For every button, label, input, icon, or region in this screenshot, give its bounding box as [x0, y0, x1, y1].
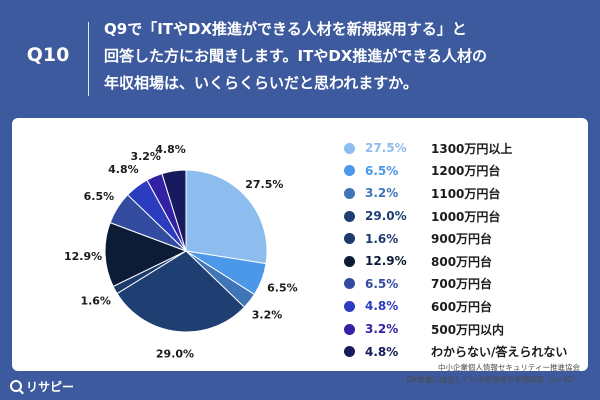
legend-label: 600万円台 [431, 299, 493, 314]
pie-chart: 27.5%6.5%3.2%29.0%1.6%12.9%6.5%4.8%3.2%4… [64, 143, 298, 360]
pie-data-label: 27.5% [245, 178, 283, 191]
legend-item: 1.6% 900万円台 [344, 227, 584, 250]
legend-percentage: 12.9% [365, 254, 407, 269]
legend-swatch [344, 165, 355, 177]
question-line: 回答した方にお聞きします。ITやDX推進ができる人材の [104, 47, 488, 65]
legend-label: 500万円以内 [431, 322, 505, 337]
pie-data-label: 3.2% [252, 309, 283, 322]
pie-slice-1 [185, 169, 268, 265]
source-line: DX推進に成功している経営者の実態調査（n=62） [406, 375, 580, 384]
legend-percentage: 4.8% [365, 299, 399, 314]
legend-swatch [344, 346, 355, 358]
legend-item: 4.8% 600万円台 [344, 295, 584, 318]
legend-percentage: 6.5% [365, 276, 399, 291]
legend-label: 800万円台 [431, 254, 493, 269]
question-line: 年収相場は、いくらくらいだと思われますか。 [104, 74, 418, 92]
legend-item: 27.5% 1300万円以上 [344, 137, 584, 160]
brand-name: リサピー [26, 379, 75, 394]
question-number: Q10 [26, 44, 70, 66]
pie-data-label: 3.2% [130, 150, 161, 163]
pie-slice-10 [161, 169, 187, 252]
chart-panel: 27.5% 6.5% 3.2% 29.0% 1.6% 12.9% 6.5% 4.8% 3.2% 4… [12, 118, 588, 371]
legend-swatch [344, 233, 355, 245]
legend-swatch [344, 300, 355, 312]
legend-label: 1000万円台 [431, 209, 501, 224]
legend-swatch [344, 323, 355, 335]
pie-data-label: 6.5% [267, 281, 298, 294]
legend-percentage: 3.2% [365, 186, 399, 201]
header-divider [88, 22, 89, 96]
question-line: Q9で「ITやDX推進ができる人材を新規採用する」と [104, 20, 467, 38]
question-text: Q9で「ITやDX推進ができる人材を新規採用する」と 回答した方にお聞きします。… [104, 16, 580, 97]
legend-label: 1200万円台 [431, 164, 501, 179]
question-header: Q10 Q9で「ITやDX推進ができる人材を新規採用する」と 回答した方にお聞き… [0, 0, 600, 118]
pie-data-label: 4.8% [155, 143, 186, 156]
pie-data-label: 12.9% [64, 250, 102, 263]
legend-percentage: 1.6% [365, 231, 399, 246]
legend-swatch [344, 255, 355, 267]
legend-label: 1300万円以上 [431, 141, 513, 156]
legend-percentage: 6.5% [365, 163, 399, 178]
legend-label: 900万円台 [431, 232, 493, 247]
legend-item: 6.5% 700万円台 [344, 273, 584, 296]
legend-swatch [344, 210, 355, 222]
legend-label: 700万円台 [431, 277, 493, 292]
pie-data-label: 1.6% [80, 295, 111, 308]
source-note: 中小企業個人情報セキュリティー推進協会 DX推進に成功している経営者の実態調査（… [406, 362, 580, 386]
legend-percentage: 3.2% [365, 322, 399, 337]
legend-percentage: 29.0% [365, 209, 407, 224]
search-icon [10, 380, 22, 392]
legend-item: 3.2% 500万円以内 [344, 318, 584, 341]
source-line: 中小企業個人情報セキュリティー推進協会 [437, 363, 580, 372]
pie-slice-6 [104, 221, 188, 288]
legend-percentage: 4.8% [365, 344, 399, 359]
legend-swatch [344, 278, 355, 290]
legend: 27.5% 1300万円以上 6.5% 1200万円台 3.2% 1100万円台 29.0%… [344, 137, 584, 363]
legend-item: 4.8% わからない/答えられない [344, 340, 584, 363]
legend-percentage: 27.5% [365, 141, 407, 156]
pie-slice-4 [116, 250, 246, 333]
pie-data-label: 4.8% [108, 163, 139, 176]
legend-swatch [344, 187, 355, 199]
legend-item: 3.2% 1100万円台 [344, 182, 584, 205]
legend-label: 1100万円台 [431, 186, 501, 201]
pie-data-label: 29.0% [156, 347, 194, 360]
legend-item: 12.9% 800万円台 [344, 250, 584, 273]
legend-label: わからない/答えられない [431, 345, 568, 360]
brand-logo: リサピー [10, 376, 74, 396]
pie-data-label: 6.5% [84, 190, 115, 203]
legend-item: 29.0% 1000万円台 [344, 205, 584, 228]
legend-item: 6.5% 1200万円台 [344, 160, 584, 183]
legend-swatch [344, 142, 355, 154]
